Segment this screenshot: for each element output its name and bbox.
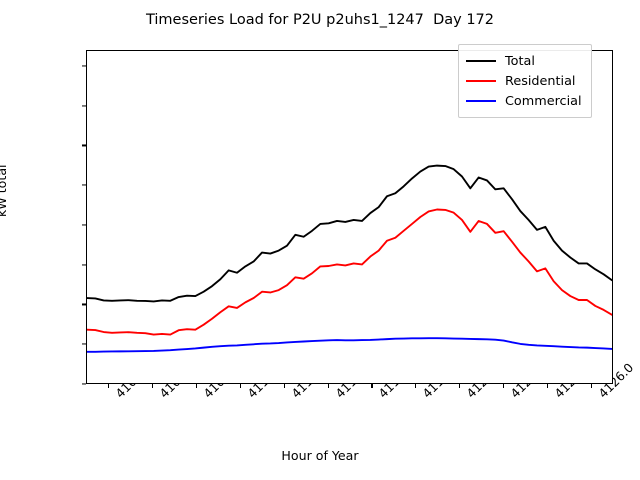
series-line-commercial bbox=[87, 337, 612, 353]
x-tick-label: 4124.0 bbox=[552, 361, 592, 401]
legend-label: Total bbox=[505, 53, 535, 69]
x-tick-label: 4108.0 bbox=[201, 361, 241, 401]
x-tick-mark bbox=[327, 384, 329, 388]
x-tick-mark bbox=[547, 384, 549, 388]
legend: Total Residential Commercial bbox=[458, 44, 592, 118]
x-tick-mark bbox=[371, 384, 373, 388]
x-tick-label: 4110.0 bbox=[245, 361, 285, 401]
legend-swatch-total bbox=[466, 60, 496, 62]
legend-item-total[interactable]: Total bbox=[466, 51, 582, 71]
x-tick-label: 4112.0 bbox=[289, 361, 329, 401]
x-tick-mark bbox=[195, 384, 197, 388]
x-tick-mark bbox=[151, 384, 153, 388]
y-tick-mark bbox=[82, 224, 86, 226]
x-tick-mark bbox=[591, 384, 593, 388]
series-line-total bbox=[87, 164, 612, 303]
x-tick-mark bbox=[415, 384, 417, 388]
y-tick-mark bbox=[82, 105, 86, 107]
y-tick-mark bbox=[82, 65, 86, 67]
y-axis-label: kW total bbox=[0, 164, 9, 217]
x-tick-label: 4116.0 bbox=[376, 361, 416, 401]
y-tick-mark bbox=[82, 144, 86, 146]
y-tick-mark bbox=[82, 303, 86, 306]
x-tick-mark bbox=[239, 384, 241, 388]
legend-swatch-commercial bbox=[466, 100, 496, 102]
x-tick-mark bbox=[283, 384, 285, 388]
x-tick-label: 4118.0 bbox=[420, 361, 460, 401]
y-tick-mark bbox=[82, 264, 86, 266]
y-tick-mark bbox=[82, 383, 86, 385]
x-tick-label: 4114.0 bbox=[333, 361, 373, 401]
x-tick-label: 4122.0 bbox=[508, 361, 548, 401]
legend-label: Residential bbox=[505, 73, 576, 89]
series-lines bbox=[87, 164, 612, 353]
series-line-residential bbox=[87, 208, 612, 336]
x-axis-label: Hour of Year bbox=[281, 448, 359, 463]
legend-item-residential[interactable]: Residential bbox=[466, 71, 582, 91]
x-tick-mark bbox=[459, 384, 461, 388]
x-tick-label: 4106.0 bbox=[157, 361, 197, 401]
x-tick-label: 4126.0 bbox=[596, 360, 637, 401]
legend-item-commercial[interactable]: Commercial bbox=[466, 91, 582, 111]
x-tick-mark bbox=[503, 384, 505, 388]
legend-label: Commercial bbox=[505, 93, 582, 109]
x-tick-mark bbox=[107, 384, 110, 388]
x-tick-label: 4120.0 bbox=[464, 361, 504, 401]
y-tick-mark bbox=[82, 184, 86, 186]
y-tick-mark bbox=[82, 343, 86, 345]
page-title: Timeseries Load for P2U p2uhs1_1247 Day … bbox=[145, 12, 495, 28]
x-tick-label: 4104.0 bbox=[113, 361, 153, 401]
legend-swatch-residential bbox=[466, 80, 496, 82]
